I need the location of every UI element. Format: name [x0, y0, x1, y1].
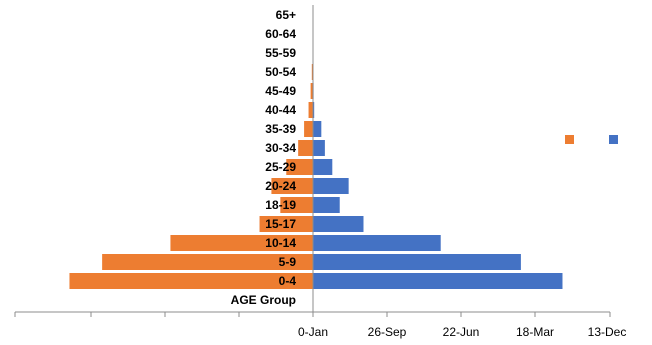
category-label-5-9: 5-9 — [279, 255, 297, 269]
left-bar-20-24 — [271, 178, 313, 194]
category-label-50-54: 50-54 — [265, 65, 296, 79]
legend — [565, 135, 618, 144]
right-bar-0-4 — [313, 273, 563, 289]
left-bar-0-4 — [69, 273, 314, 289]
left-bar-25-29 — [286, 159, 313, 175]
left-bar-40-44 — [308, 102, 314, 118]
right-bar-25-29 — [313, 159, 333, 175]
left-bar-10-14 — [170, 235, 313, 251]
x-tick-label: 18-Mar — [516, 325, 554, 339]
right-bar-18-19 — [313, 197, 340, 213]
category-labels: 0-4 5-9 10-14 15-17 18-19 20-24 25-29 30-34 35-3… — [231, 8, 297, 307]
left-bar-5-9 — [102, 254, 313, 270]
left-bar-35-39 — [304, 121, 313, 137]
category-label-35-39: 35-39 — [265, 122, 296, 136]
left-bar-18-19 — [280, 197, 313, 213]
legend-swatch-right — [609, 135, 618, 144]
right-bar-30-34 — [313, 140, 325, 156]
right-bar-20-24 — [313, 178, 349, 194]
x-tick-label: 22-Jun — [443, 325, 480, 339]
category-label-10-14: 10-14 — [265, 236, 296, 250]
category-label-20-24: 20-24 — [265, 179, 296, 193]
category-label-18-19: 18-19 — [265, 198, 296, 212]
right-bar-15-17 — [313, 216, 364, 232]
bars-right-series — [313, 7, 563, 289]
category-label-15-17: 15-17 — [265, 217, 296, 231]
category-label-30-34: 30-34 — [265, 141, 296, 155]
category-label-65+: 65+ — [276, 8, 296, 22]
x-tick-label: 0-Jan — [298, 325, 328, 339]
left-bar-50-54 — [311, 64, 313, 80]
x-tick-label: 13-Dec — [588, 325, 627, 339]
category-label-55-59: 55-59 — [265, 46, 296, 60]
right-bar-35-39 — [313, 121, 322, 137]
category-label-25-29: 25-29 — [265, 160, 296, 174]
right-bar-40-44 — [313, 102, 315, 118]
value-axis-ticks: 0-Jan 26-Sep 22-Jun 18-Mar 13-Dec — [14, 312, 627, 339]
right-bar-5-9 — [313, 254, 521, 270]
x-tick-label: 26-Sep — [368, 325, 407, 339]
left-bar-30-34 — [298, 140, 313, 156]
category-axis-header: AGE Group — [231, 293, 296, 307]
bars-left-series — [69, 7, 314, 289]
legend-swatch-left — [565, 135, 574, 144]
category-label-40-44: 40-44 — [265, 103, 296, 117]
left-bar-15-17 — [259, 216, 313, 232]
right-bar-10-14 — [313, 235, 441, 251]
category-label-60-64: 60-64 — [265, 27, 296, 41]
left-bar-45-49 — [310, 83, 313, 99]
category-label-45-49: 45-49 — [265, 84, 296, 98]
category-label-0-4: 0-4 — [279, 274, 297, 288]
